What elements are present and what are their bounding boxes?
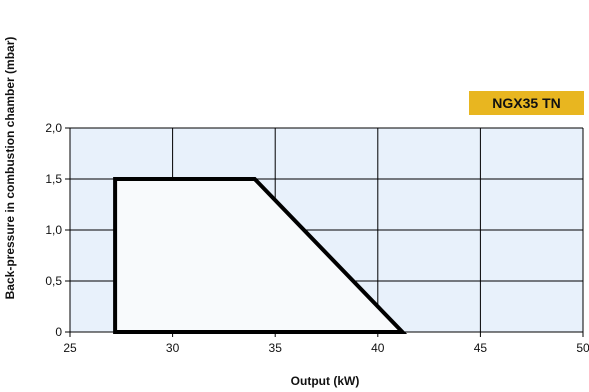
x-tick-label: 35: [269, 341, 283, 355]
x-tick-label: 25: [63, 341, 77, 355]
model-badge: NGX35 TN: [469, 91, 584, 115]
x-tick-label: 45: [474, 341, 488, 355]
y-tick-label: 1,5: [45, 172, 62, 186]
y-axis-title: Back-pressure in combustion chamber (mba…: [3, 37, 17, 300]
y-tick-label: 1,0: [45, 223, 62, 237]
x-tick-label: 50: [576, 341, 589, 355]
x-tick-label: 40: [371, 341, 385, 355]
x-axis-title: Output (kW): [291, 374, 360, 388]
y-tick-label: 0,5: [45, 274, 62, 288]
model-badge-background: [469, 91, 584, 115]
x-tick-label: 30: [166, 341, 180, 355]
operating-range-region: [113, 177, 408, 334]
model-badge-label: NGX35 TN: [492, 95, 560, 111]
y-tick-label: 2,0: [45, 121, 62, 135]
y-tick-label: 0: [55, 325, 62, 339]
